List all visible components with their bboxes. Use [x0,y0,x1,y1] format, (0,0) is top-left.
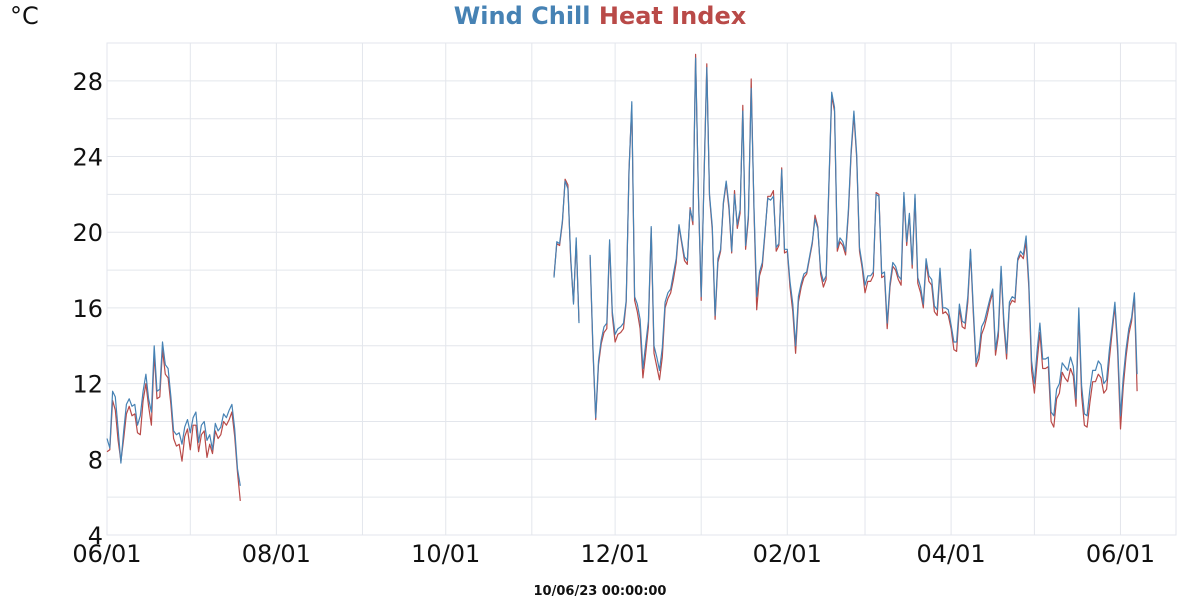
series-line-wind-chill [106,57,1138,486]
x-tick-label: 06/01 [72,540,141,568]
x-tick-label: 08/01 [242,540,311,568]
y-tick-label: 12 [72,371,103,399]
x-tick-label: 02/01 [753,540,822,568]
y-tick-label: 24 [72,144,103,172]
x-tick-label: 10/01 [411,540,480,568]
axis-labels: 4 8 12 16 20 24 28 06/01 08/01 10/01 12/01 02/01 04/… [72,68,1155,568]
series-lines [106,53,1138,501]
x-tick-label: 04/01 [917,540,986,568]
y-tick-label: 8 [88,446,103,474]
timestamp-label: 10/06/23 00:00:00 [533,584,667,599]
x-tick-label: 06/01 [1086,540,1155,568]
y-tick-label: 20 [72,219,103,247]
y-axis-unit-label: °C [10,2,39,30]
y-tick-label: 16 [72,295,103,323]
x-tick-label: 12/01 [581,540,650,568]
y-tick-label: 28 [72,68,103,96]
series-line-heat-index [106,53,1138,501]
chart-title: Wind Chill Heat Index [0,0,1200,32]
grid-lines [106,42,1176,536]
y-tick-label: 4 [88,522,103,550]
title-part-heat-index: Heat Index [598,2,747,30]
title-part-wind-chill: Wind Chill [453,2,591,30]
